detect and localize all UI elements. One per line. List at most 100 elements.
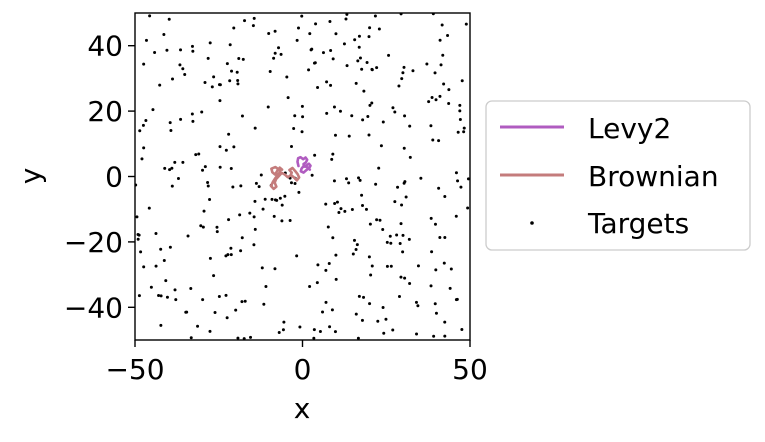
legend-label-levy2: Levy2 <box>588 112 671 145</box>
paths-layer <box>269 155 312 191</box>
target-point <box>184 310 188 314</box>
target-point <box>240 300 244 304</box>
target-point <box>295 38 299 42</box>
target-point <box>433 71 437 75</box>
target-point <box>224 148 228 152</box>
target-point <box>313 153 317 157</box>
target-point <box>354 247 358 251</box>
target-point <box>238 213 242 217</box>
target-point <box>252 215 256 219</box>
target-point <box>200 110 204 114</box>
target-point <box>225 62 229 66</box>
target-point <box>224 293 228 297</box>
target-point <box>434 268 438 272</box>
target-point <box>272 214 276 218</box>
target-point <box>296 26 300 30</box>
target-point <box>442 82 446 86</box>
target-point <box>165 48 169 52</box>
target-point <box>329 83 333 87</box>
target-point <box>324 202 328 206</box>
target-point <box>416 264 420 268</box>
target-point <box>194 153 198 157</box>
target-point <box>270 197 274 201</box>
target-point <box>283 194 287 198</box>
target-point <box>368 26 372 30</box>
target-point <box>147 206 151 210</box>
target-point <box>137 233 141 237</box>
target-point <box>456 179 460 183</box>
target-point <box>325 111 329 115</box>
target-point <box>377 27 381 31</box>
target-point <box>458 118 462 121</box>
target-point <box>218 99 222 103</box>
target-point <box>232 145 236 149</box>
target-point <box>466 177 470 181</box>
target-point <box>334 253 338 257</box>
target-point <box>434 98 438 102</box>
target-point <box>381 120 385 124</box>
target-point <box>438 94 442 98</box>
target-point <box>454 214 458 218</box>
target-point <box>218 145 222 149</box>
target-point <box>399 222 403 226</box>
target-point <box>191 49 195 53</box>
target-point <box>206 184 210 188</box>
target-point <box>357 34 361 38</box>
x-axis-label: x <box>294 392 311 425</box>
y-axis-label: y <box>14 168 47 185</box>
target-point <box>385 264 389 268</box>
target-point <box>347 181 351 185</box>
target-point <box>159 247 163 251</box>
target-point <box>379 144 383 148</box>
target-point <box>462 130 466 134</box>
target-point <box>384 317 388 321</box>
target-point <box>240 236 244 240</box>
target-point <box>433 222 437 226</box>
target-point <box>154 264 158 268</box>
target-point <box>443 334 447 338</box>
target-point <box>178 63 182 67</box>
target-point <box>364 207 368 211</box>
target-point <box>199 224 203 228</box>
target-point <box>401 233 405 237</box>
target-point <box>321 51 325 55</box>
target-point <box>162 258 166 262</box>
target-point <box>338 109 342 113</box>
target-point <box>381 228 385 232</box>
target-point <box>135 215 139 219</box>
target-point <box>324 300 328 304</box>
target-point <box>347 134 351 138</box>
target-point <box>354 81 358 85</box>
series-line-brownian <box>269 165 301 191</box>
target-point <box>289 181 293 185</box>
target-point <box>345 13 349 16</box>
target-point <box>385 240 389 244</box>
target-point <box>239 249 243 253</box>
target-point <box>310 173 314 177</box>
target-point <box>313 61 317 65</box>
target-point <box>429 284 433 288</box>
target-point <box>343 209 347 213</box>
target-point <box>400 77 404 81</box>
target-point <box>298 325 302 329</box>
target-point <box>249 335 253 339</box>
target-point <box>460 79 464 83</box>
target-point <box>416 304 420 308</box>
target-point <box>168 121 172 125</box>
target-point <box>333 201 337 205</box>
target-point <box>403 276 407 280</box>
target-point <box>370 264 374 268</box>
target-point <box>230 69 234 73</box>
target-point <box>179 117 183 121</box>
target-point <box>443 235 447 239</box>
target-point <box>189 336 193 340</box>
target-point <box>159 323 163 327</box>
target-point <box>314 22 318 26</box>
target-point <box>171 77 174 81</box>
target-point <box>447 101 451 105</box>
target-point <box>229 253 233 257</box>
target-point <box>136 237 140 241</box>
target-point <box>181 160 185 164</box>
target-point <box>243 299 247 303</box>
